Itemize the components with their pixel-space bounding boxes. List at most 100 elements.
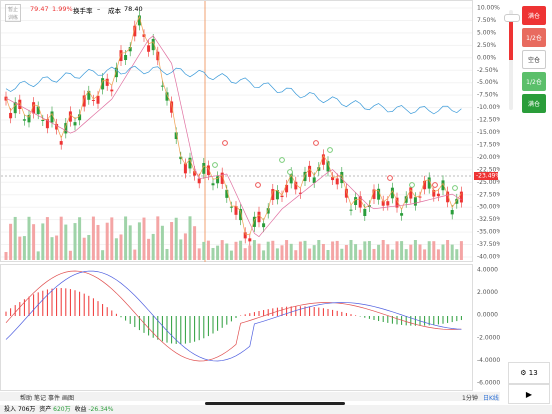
position-slider[interactable] [504, 10, 520, 110]
tool-button[interactable]: 帮助 [20, 395, 33, 402]
candle-body [9, 112, 13, 119]
price-tick-label: 5.00% [477, 29, 496, 36]
volume-bar [367, 241, 371, 260]
volume-bar [193, 226, 197, 260]
volume-bar [137, 222, 141, 260]
slider-fill [509, 20, 513, 60]
volume-bar [206, 240, 210, 260]
position-button[interactable]: 1/2仓 [522, 72, 546, 91]
volume-bar [344, 244, 348, 260]
play-button[interactable]: ▶ [508, 384, 550, 404]
volume-bar [459, 241, 463, 260]
price-tick-label: -27.50% [477, 191, 500, 198]
volume-bar [68, 250, 72, 260]
volume-bar [308, 248, 312, 260]
position-button[interactable]: 满仓 [522, 6, 546, 25]
volume-bar [183, 233, 187, 260]
pause-button[interactable]: 暂止训练 [5, 4, 21, 22]
volume-bar [165, 248, 169, 260]
volume-bar [446, 240, 450, 260]
volume-bar [285, 240, 289, 260]
macd-tick-label: 0.0000 [477, 312, 498, 319]
candle-body [188, 157, 192, 169]
candle-body [183, 163, 187, 174]
macd-panel [0, 264, 473, 391]
volume-bar [239, 240, 243, 260]
speed-button[interactable]: ⚙ 13 [508, 362, 550, 384]
price: 79.47 [30, 5, 49, 13]
trade-marker [212, 162, 218, 168]
speed-value: 13 [528, 369, 538, 377]
ma-line [5, 35, 462, 238]
candle-body [312, 177, 316, 183]
volume-bar [78, 217, 82, 260]
volume-bar [234, 241, 238, 260]
volume-bar [400, 241, 404, 260]
price-tick-label: 0.00% [477, 54, 496, 61]
volume-bar [390, 249, 394, 260]
position-button[interactable]: 空仓 [522, 50, 546, 69]
macd-tick-label: -6.0000 [477, 380, 500, 387]
slider-knob[interactable] [504, 14, 520, 22]
candle-body [41, 119, 45, 122]
candle-body [344, 188, 348, 198]
tool-button[interactable]: 画图 [62, 395, 75, 402]
current-price-label: -23.49% [476, 173, 500, 180]
price-tick-label: -15.00% [477, 129, 500, 136]
candle-body [36, 106, 40, 115]
volume-bar [243, 248, 247, 260]
invest-value: 706万 [17, 406, 36, 413]
candle-body [160, 85, 164, 87]
volume-bar [101, 250, 105, 260]
tool-button[interactable]: 事件 [48, 395, 61, 402]
tool-button[interactable]: 笔记 [34, 395, 47, 402]
candle-body [147, 45, 151, 52]
candle-body [436, 193, 440, 197]
candle-body [349, 209, 353, 211]
volume-bar [13, 216, 17, 260]
price-tick-label: -37.50% [477, 241, 500, 248]
period-2[interactable]: 日K线 [483, 395, 499, 402]
volume-bar [331, 241, 335, 260]
position-button[interactable]: 满仓 [522, 94, 546, 113]
turnover-value: – [97, 5, 101, 13]
volume-bar [252, 240, 256, 260]
volume-bar [294, 250, 298, 260]
candle-body [151, 38, 155, 51]
candle-body [220, 172, 224, 184]
candle-body [294, 181, 298, 190]
volume-bar [179, 239, 183, 260]
trade-marker [409, 182, 415, 188]
period-1[interactable]: 1分钟 [462, 395, 478, 402]
price-tick-label: -12.50% [477, 117, 500, 124]
candle-body [96, 95, 100, 104]
candle-body [331, 176, 335, 181]
volume-bar [160, 225, 164, 260]
candle-body [105, 78, 109, 86]
volume-bar [45, 217, 49, 260]
asset-value: 620万 [53, 406, 71, 413]
candle-body [174, 132, 178, 140]
candle-body [119, 50, 123, 62]
volume-bar [271, 240, 275, 260]
position-button[interactable]: 1/2仓 [522, 28, 546, 47]
candle-body [193, 171, 197, 176]
candle-body [133, 25, 137, 37]
candle-body [137, 15, 141, 26]
volume-bar [87, 234, 91, 260]
volume-bar [27, 216, 31, 260]
candle-body [280, 195, 284, 198]
volume-bar [197, 248, 201, 260]
volume-bar [275, 248, 279, 260]
cost-value: 78.40 [124, 5, 143, 13]
candle-body [262, 223, 266, 228]
price-tick-label: -20.00% [477, 154, 500, 161]
volume-bar [91, 216, 95, 260]
price-tick-label: -25.00% [477, 179, 500, 186]
trade-marker [279, 157, 285, 163]
candle-body [326, 161, 330, 172]
volume-bar [409, 244, 413, 260]
candle-body [50, 111, 54, 123]
volume-bar [110, 217, 114, 260]
candle-body [142, 34, 146, 37]
